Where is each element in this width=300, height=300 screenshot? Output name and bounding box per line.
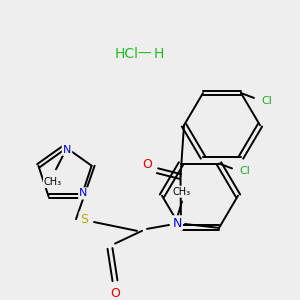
Text: CH₃: CH₃	[44, 177, 62, 187]
Text: HCl: HCl	[115, 47, 139, 61]
Text: Cl: Cl	[262, 96, 272, 106]
Text: S: S	[80, 213, 88, 226]
Text: Cl: Cl	[240, 166, 250, 176]
Text: N: N	[63, 145, 71, 155]
Text: CH₃: CH₃	[173, 187, 191, 197]
Text: —: —	[137, 47, 151, 61]
Text: O: O	[142, 158, 152, 171]
Text: N: N	[79, 188, 88, 198]
Text: O: O	[110, 287, 120, 300]
Text: N: N	[172, 217, 182, 230]
Text: H: H	[154, 47, 164, 61]
